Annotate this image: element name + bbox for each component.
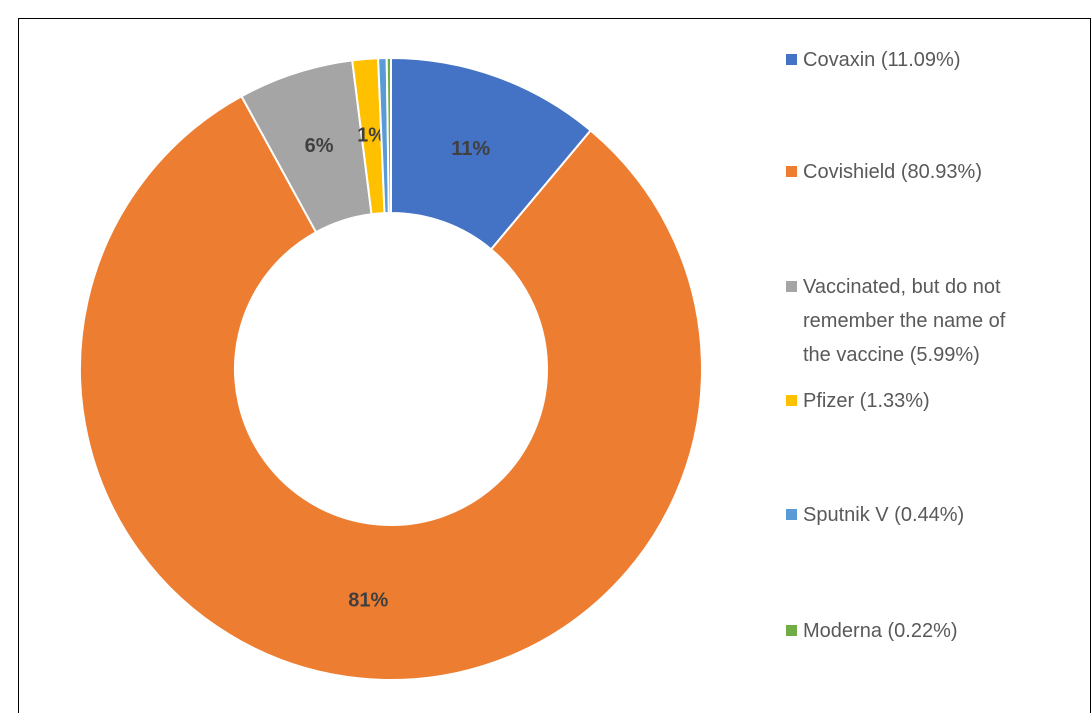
legend-swatch bbox=[786, 281, 797, 292]
legend-entry: Covaxin (11.09%) bbox=[786, 43, 1026, 77]
legend-entry: Moderna (0.22%) bbox=[786, 614, 1026, 648]
legend-label: Covaxin (11.09%) bbox=[803, 49, 961, 71]
data-label: 81% bbox=[348, 590, 388, 612]
legend-label: Covishield (80.93%) bbox=[803, 161, 982, 183]
legend-swatch bbox=[786, 625, 797, 636]
data-label: 11% bbox=[451, 138, 490, 160]
data-label: 1% bbox=[357, 125, 386, 147]
legend-swatch bbox=[786, 509, 797, 520]
legend-swatch bbox=[786, 54, 797, 65]
legend-entry: Covishield (80.93%) bbox=[786, 155, 1026, 189]
donut-segment bbox=[385, 56, 392, 215]
frame bbox=[18, 18, 1091, 713]
donut-segment bbox=[79, 94, 703, 681]
legend-swatch bbox=[786, 166, 797, 177]
legend-label: Moderna (0.22%) bbox=[803, 620, 958, 642]
legend-label: Sputnik V (0.44%) bbox=[803, 504, 965, 526]
legend-entry: Vaccinated, but do not remember the name… bbox=[786, 270, 1026, 372]
data-label: 6% bbox=[305, 135, 334, 157]
legend-label: Pfizer (1.33%) bbox=[803, 390, 930, 412]
legend-entry: Pfizer (1.33%) bbox=[786, 384, 1026, 418]
legend-entry: Sputnik V (0.44%) bbox=[786, 498, 1026, 532]
legend-swatch bbox=[786, 395, 797, 406]
legend-label: Vaccinated, but do not remember the name… bbox=[803, 276, 1006, 366]
